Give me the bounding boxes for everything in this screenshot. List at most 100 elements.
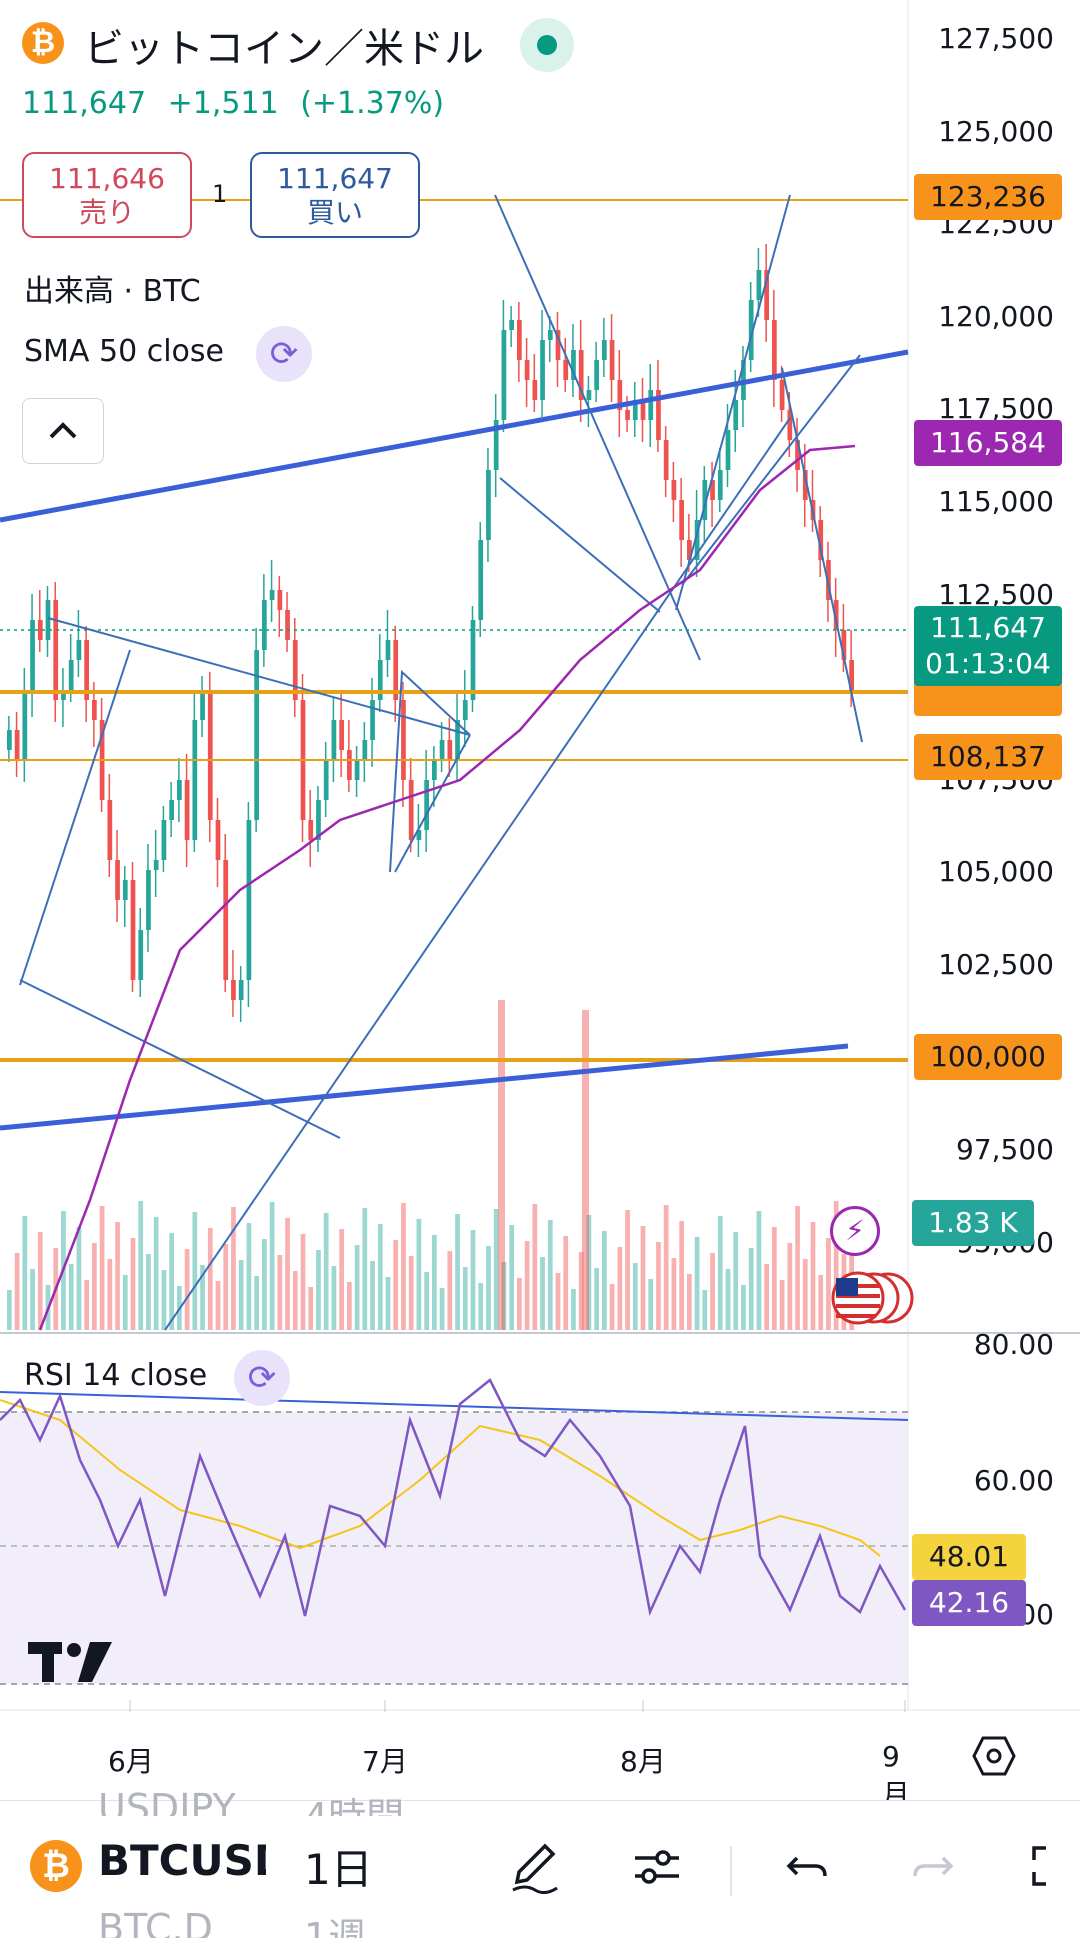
volume-bar	[725, 1269, 731, 1330]
interval-picker-prev[interactable]: 4時間	[304, 1786, 404, 1816]
candle-body	[679, 500, 684, 540]
candle-body	[455, 720, 460, 760]
candle-body	[238, 980, 244, 1000]
volume-bar	[687, 1274, 692, 1330]
volume-bar	[617, 1247, 623, 1330]
candle-body	[648, 390, 654, 420]
rsi-band	[0, 1412, 908, 1684]
candle-body	[285, 610, 290, 640]
candle-body	[694, 520, 700, 560]
rsi-legend[interactable]: RSI 14 close	[24, 1358, 208, 1393]
candle-body	[362, 740, 368, 760]
candle-body	[177, 780, 182, 800]
candle-body	[625, 410, 630, 420]
last-price-tag: 111,647 01:13:04	[914, 606, 1062, 686]
candle-body	[215, 820, 221, 860]
rsi-trendline	[0, 1391, 909, 1421]
volume-bar	[694, 1237, 700, 1330]
symbol-title[interactable]: ビットコイン／米ドル	[84, 26, 484, 72]
sell-button[interactable]: 111,646 売り	[22, 152, 192, 238]
drawing-tool-button[interactable]	[500, 1836, 570, 1900]
symbol-picker[interactable]: BTCUSD	[98, 1836, 266, 1885]
us-flag-icon[interactable]	[830, 1270, 914, 1326]
volume-bar	[7, 1290, 12, 1330]
interval-picker[interactable]: 1日	[304, 1845, 373, 1894]
volume-bar	[578, 1252, 584, 1330]
volume-bar	[138, 1201, 144, 1330]
candle-body	[501, 330, 507, 420]
price-chart[interactable]	[0, 0, 1080, 1800]
volume-bar	[509, 1225, 514, 1330]
candle-body	[416, 830, 422, 840]
volume-bar	[455, 1214, 460, 1330]
volume-bar	[810, 1222, 816, 1330]
volume-bar	[787, 1243, 793, 1330]
candle-body	[408, 780, 414, 840]
toolbar-divider	[730, 1846, 732, 1896]
buy-button[interactable]: 111,647 買い	[250, 152, 420, 238]
candle-body	[547, 330, 553, 340]
candle-body	[223, 860, 229, 980]
candle-body	[609, 340, 615, 380]
candle-body	[200, 690, 205, 720]
price-axis-label: 97,500	[956, 1133, 1054, 1167]
candle-body	[517, 320, 522, 360]
price-axis-label: 125,000	[938, 114, 1054, 148]
pattern-lines	[19, 194, 863, 1331]
volume-bar	[764, 1264, 769, 1330]
volume-bar	[169, 1233, 174, 1330]
symbol-picker-next[interactable]: BTC.D	[98, 1906, 213, 1938]
volume-bar	[401, 1203, 406, 1330]
volume-tag: 1.83 K	[912, 1200, 1034, 1246]
rsi-ma-line	[0, 1399, 881, 1557]
volume-bar	[772, 1227, 777, 1330]
volume-bar	[385, 1277, 391, 1330]
bitcoin-icon: ₿	[30, 1840, 82, 1892]
indicators-button[interactable]	[622, 1836, 692, 1900]
candle-body	[702, 480, 708, 520]
price-change-pct: (+1.37%)	[300, 86, 445, 121]
candle-body	[68, 660, 74, 690]
redo-button[interactable]	[898, 1836, 968, 1900]
volume-bar	[246, 1223, 252, 1330]
refresh-icon[interactable]: ⟳	[234, 1350, 290, 1406]
symbol-picker-prev[interactable]: USDJPY	[98, 1786, 236, 1816]
undo-button[interactable]	[772, 1836, 842, 1900]
interval-picker-next[interactable]: 1週	[304, 1915, 367, 1938]
candle-body	[246, 820, 252, 980]
pencil-icon	[512, 1843, 558, 1895]
level-tag-round: 100,000	[914, 1034, 1062, 1080]
sma-legend[interactable]: SMA 50 close	[24, 334, 224, 369]
candle-body	[339, 720, 344, 750]
collapse-legend-button[interactable]	[22, 398, 104, 464]
refresh-icon[interactable]: ⟳	[256, 326, 312, 382]
volume-bar	[818, 1275, 824, 1330]
volume-bar	[161, 1270, 167, 1330]
candle-body	[656, 390, 661, 440]
volume-bar	[432, 1235, 437, 1330]
candle-body	[578, 350, 584, 400]
price-summary: 111,647 +1,511 (+1.37%)	[22, 86, 456, 121]
bitcoin-icon: ₿	[22, 22, 64, 64]
candle-body	[710, 480, 715, 500]
lightning-icon[interactable]: ⚡	[830, 1206, 880, 1256]
candle-body	[76, 640, 82, 660]
candle-body	[424, 780, 429, 830]
volume-bar	[408, 1256, 414, 1330]
volume-bar	[632, 1263, 638, 1330]
candle-body	[663, 440, 669, 480]
volume-bar	[130, 1238, 136, 1330]
candle-body	[37, 620, 43, 640]
volume-bar	[377, 1224, 383, 1330]
candle-body	[347, 750, 352, 780]
volume-bar	[802, 1259, 808, 1330]
candle-body	[509, 320, 514, 330]
volume-bar	[555, 1273, 561, 1330]
fullscreen-button[interactable]	[1020, 1836, 1080, 1900]
settings-hexagon-icon[interactable]	[972, 1734, 1016, 1778]
volume-bar	[277, 1255, 283, 1330]
volume-legend[interactable]: 出来高 · BTC	[24, 274, 201, 309]
candle-body	[377, 660, 383, 700]
candle-body	[540, 340, 545, 400]
volume-bar	[532, 1204, 538, 1330]
